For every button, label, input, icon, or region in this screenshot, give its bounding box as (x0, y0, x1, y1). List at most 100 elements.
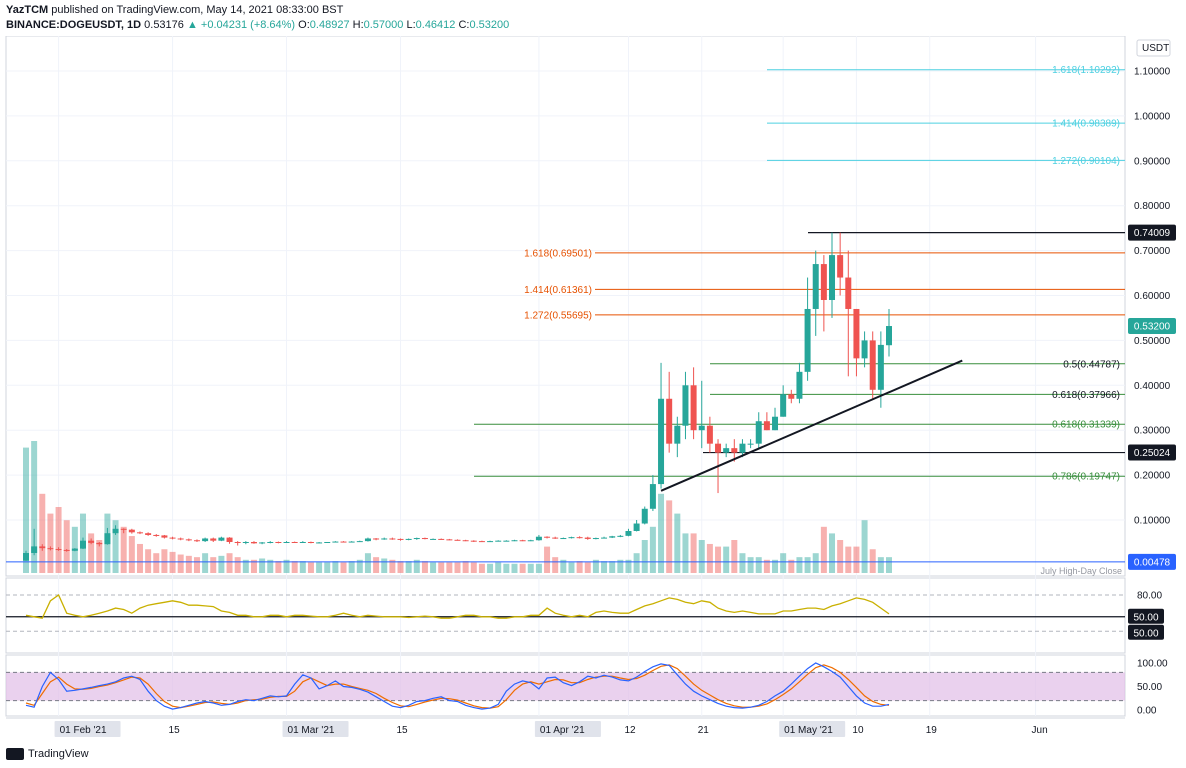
candle-body (633, 523, 640, 531)
candle-body (519, 540, 526, 542)
candle-body (552, 537, 559, 539)
time-tick-label: 01 May '21 (784, 725, 833, 736)
symbol-line: BINANCE:DOGEUSDT, 1D 0.53176 ▲ +0.04231 … (6, 19, 509, 31)
price-tick-label: 0.50000 (1134, 336, 1171, 347)
candle-body (788, 394, 795, 399)
candles (23, 232, 892, 561)
price-pane (5, 36, 1126, 577)
candle (356, 540, 363, 543)
candle-body (446, 539, 453, 541)
volume-bar (641, 540, 648, 573)
candle-body (316, 542, 323, 544)
candle-body (755, 421, 762, 444)
candle (275, 541, 282, 544)
volume-bar (487, 563, 494, 573)
volume-bar (584, 562, 591, 573)
candle-body (234, 542, 241, 543)
candle-body (405, 538, 412, 540)
candle (658, 362, 665, 489)
candle (706, 416, 713, 453)
stoch-tick-label: 0.00 (1137, 706, 1157, 717)
candle (71, 548, 78, 552)
candle (242, 541, 249, 545)
candle (698, 380, 705, 449)
candle (772, 407, 779, 431)
volume-bar (552, 557, 559, 573)
candle (23, 550, 29, 561)
candle (446, 538, 453, 541)
symbol-label[interactable]: BINANCE:DOGEUSDT, 1D (6, 19, 142, 31)
candle (259, 542, 266, 545)
candle-body (706, 425, 713, 444)
price-tick-label: 0.40000 (1134, 381, 1171, 392)
candle-body (23, 553, 29, 561)
candle (128, 528, 135, 534)
july-close-annotation: July High-Day Close (1040, 566, 1122, 576)
candle-body (780, 394, 787, 417)
candle (340, 541, 347, 543)
candle-body (112, 528, 119, 534)
candle-body (731, 448, 738, 453)
time-axis: 01 Feb '21 15 01 Mar '21 15 01 Apr '21 12 21 01… (6, 717, 1125, 737)
candle (731, 439, 738, 462)
candle-body (877, 344, 884, 390)
volume-bar (763, 559, 770, 573)
price-chart[interactable]: USDT1.100001.000000.900000.800000.700000… (0, 36, 1186, 742)
candle (829, 232, 836, 318)
candle (674, 416, 681, 458)
candle-body (869, 340, 876, 390)
candle-body (820, 264, 827, 300)
volume-bar (617, 559, 624, 573)
candle-body (79, 540, 86, 549)
volume-bar (478, 563, 485, 573)
candle (780, 385, 787, 417)
candle (413, 537, 420, 540)
fib-label: 0.786(0.19747) (1052, 472, 1120, 483)
close-label: C: (458, 19, 470, 31)
tradingview-logo[interactable]: TradingView (6, 748, 89, 760)
time-tick-label: 15 (169, 725, 181, 736)
candle (291, 541, 298, 543)
volume-bar (690, 533, 697, 573)
candle (177, 537, 184, 541)
candle (568, 536, 575, 539)
candle (487, 540, 494, 543)
volume-bar (332, 561, 339, 573)
candle (39, 544, 46, 551)
price-badge-label: 0.53200 (1134, 322, 1171, 333)
volume-bar (307, 562, 314, 573)
published-text: published on TradingView.com, May 14, 20… (51, 4, 344, 16)
volume-bar (527, 563, 534, 573)
candle-body (47, 548, 54, 550)
rsi-tick-label: 80.00 (1137, 591, 1162, 602)
candle (31, 528, 38, 556)
candle-body (413, 538, 420, 540)
candle (96, 542, 103, 547)
candle-body (796, 371, 803, 399)
candle (307, 541, 314, 544)
candle-body (617, 535, 624, 537)
candle (861, 331, 868, 368)
candle-body (364, 538, 371, 542)
volume-bar (421, 561, 428, 573)
candle-body (356, 541, 363, 543)
candle (755, 412, 762, 449)
time-tick-label: 12 (624, 725, 636, 736)
candle (218, 536, 225, 542)
volume-bar (495, 562, 502, 573)
candle (601, 536, 608, 539)
candle (812, 250, 819, 336)
candle-body (649, 484, 656, 509)
price-badge-bg (1128, 444, 1176, 461)
author-name[interactable]: YazTCM (6, 4, 49, 16)
candle-body (120, 528, 127, 530)
price-axis: USDT 1.10000 1.00000 0.90000 0.80000 0.70000 0… (6, 39, 1171, 527)
candle (625, 528, 632, 537)
candle-body (185, 539, 192, 541)
price-tick-label: 0.10000 (1134, 516, 1171, 527)
candle (348, 541, 355, 543)
candle (454, 539, 461, 541)
volume-bar (202, 553, 209, 573)
stoch-band (6, 672, 1125, 701)
tradingview-mark-icon (6, 748, 24, 760)
